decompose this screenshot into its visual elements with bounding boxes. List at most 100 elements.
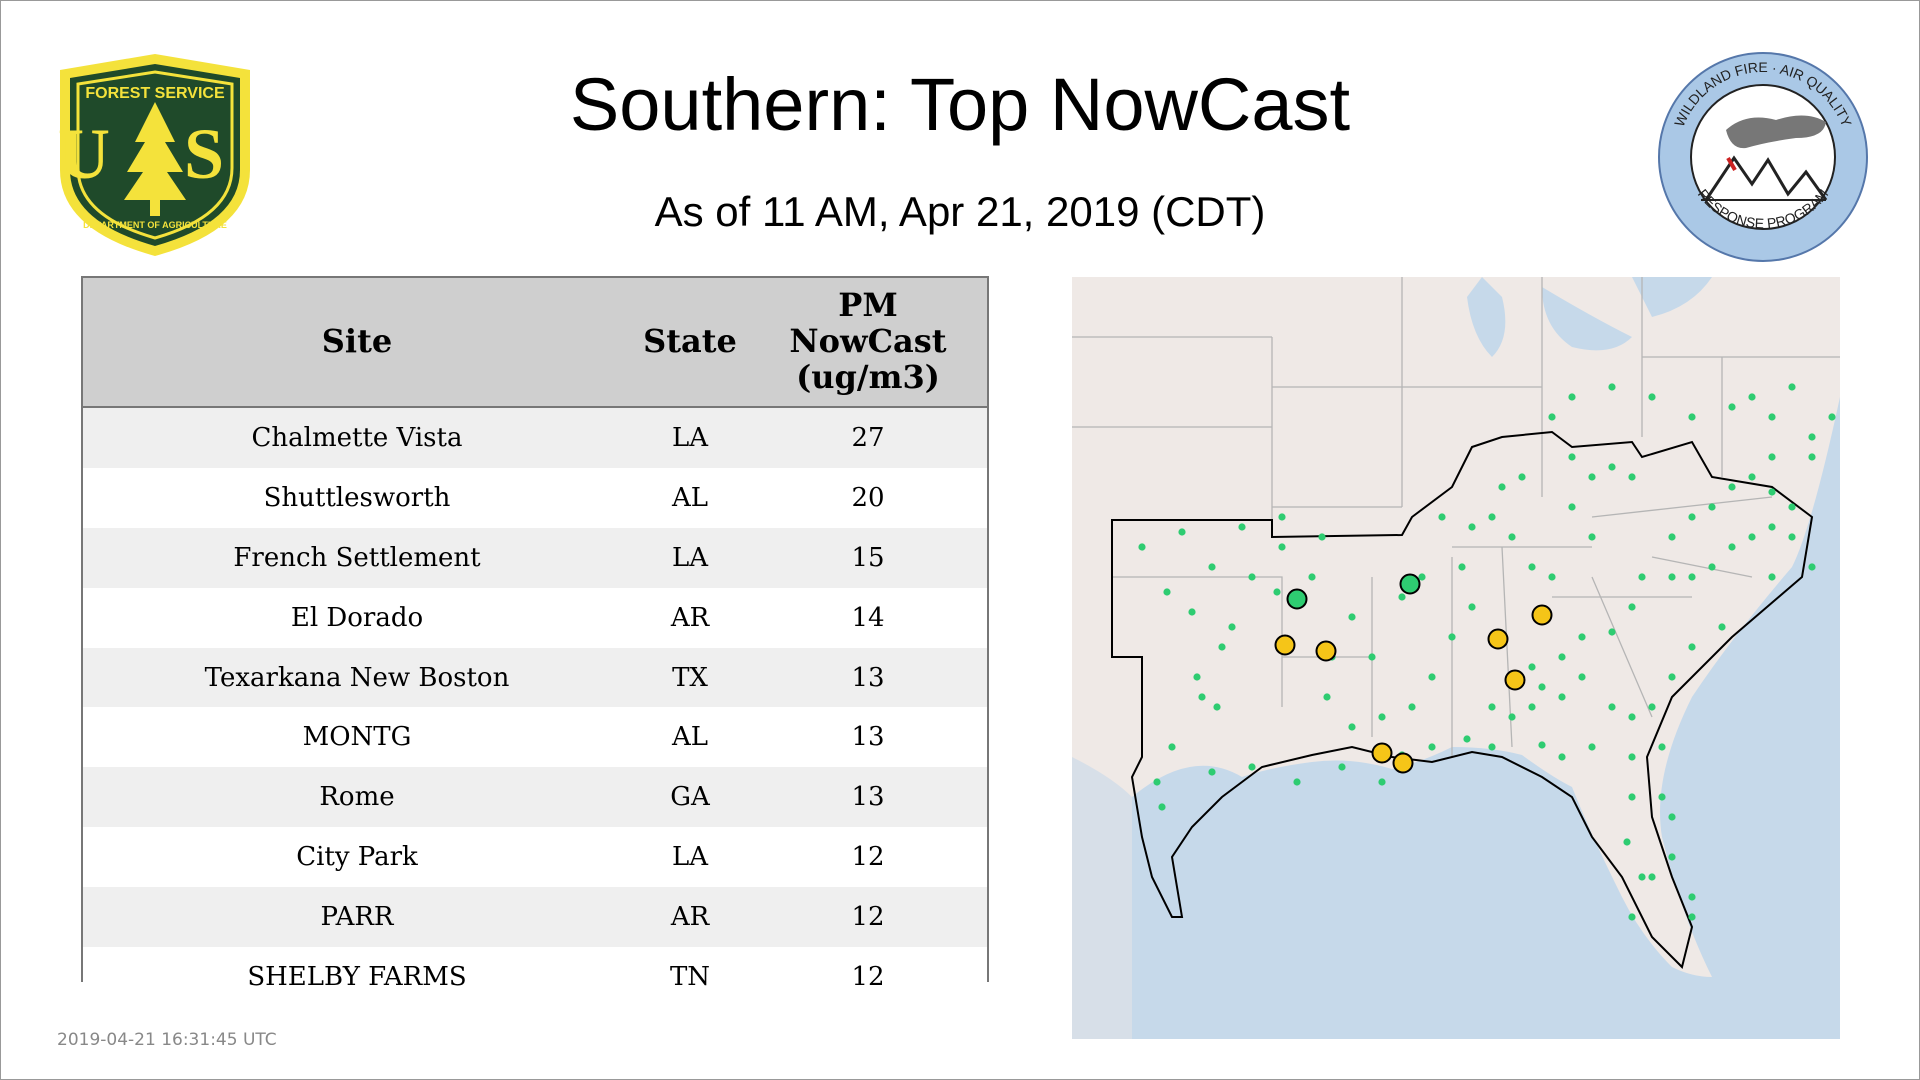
site-cell: City Park [83,827,631,888]
monitor-site-good [1588,533,1596,541]
monitor-site-good [1248,763,1256,771]
site-cell: Shuttlesworth [83,467,631,528]
monitor-site-good [1538,741,1546,749]
mountains-icon [1704,155,1828,201]
monitor-site-good [1668,533,1676,541]
monitor-site-good [1768,453,1776,461]
table-row: Shuttlesworth AL 20 [83,467,987,528]
monitor-site-good [1768,573,1776,581]
monitor-site-good [1688,413,1696,421]
monitor-site-good [1638,873,1646,881]
monitor-site-good [1518,473,1526,481]
monitor-site-good [1788,383,1796,391]
monitor-site-highlight [1504,669,1526,691]
monitor-site-good [1338,763,1346,771]
monitor-site-good [1708,503,1716,511]
monitor-site-good [1668,673,1676,681]
monitor-site-good [1508,533,1516,541]
monitor-site-highlight [1487,628,1509,650]
monitor-site-highlight [1392,752,1414,774]
monitor-site-good [1528,663,1536,671]
monitor-site-good [1788,533,1796,541]
monitor-site-good [1208,563,1216,571]
table-row: Texarkana New Boston TX 13 [83,647,987,708]
monitor-site-good [1608,703,1616,711]
monitor-site-highlight [1531,604,1553,626]
monitor-site-good [1318,533,1326,541]
value-cell: 12 [749,887,987,948]
monitor-site-good [1193,673,1201,681]
monitor-site-good [1273,588,1281,596]
monitor-site-good [1648,703,1656,711]
atlantic-ocean [1660,397,1840,1039]
monitor-site-good [1548,413,1556,421]
monitor-site-good [1468,603,1476,611]
monitor-site-good [1488,513,1496,521]
state-cell: AL [631,707,749,768]
forest-service-logo: FOREST SERVICE U S DEPARTMENT OF AGRICUL… [58,54,250,256]
monitor-site-good [1808,563,1816,571]
monitor-site-good [1628,753,1636,761]
nowcast-table: Site State PM NowCast (ug/m3) Chalmette … [81,276,989,1007]
table-row: Chalmette Vista LA 27 [83,407,987,468]
monitor-site-good [1218,643,1226,651]
pine-tree-icon [124,102,186,200]
page-subtitle: As of 11 AM, Apr 21, 2019 (CDT) [654,188,1266,235]
table-row: Rome GA 13 [83,767,987,828]
site-cell: Texarkana New Boston [83,647,631,708]
monitor-site-good [1248,573,1256,581]
monitor-site-good [1688,643,1696,651]
monitor-site-good [1768,488,1776,496]
monitor-site-good [1378,713,1386,721]
table-row: PARR AR 12 [83,887,987,948]
monitor-site-good [1163,588,1171,596]
monitor-site-good [1308,573,1316,581]
monitor-site-good [1548,573,1556,581]
monitor-site-good [1558,653,1566,661]
monitor-site-good [1368,653,1376,661]
state-cell: GA [631,767,749,828]
state-cell: TX [631,647,749,708]
table-header-row: Site State PM NowCast (ug/m3) [83,278,987,408]
monitor-site-good [1508,713,1516,721]
monitor-site-good [1398,593,1406,601]
monitor-site-good [1628,603,1636,611]
monitor-site-good [1378,778,1386,786]
value-cell: 20 [749,467,987,528]
value-cell: 12 [749,827,987,888]
state-cell: LA [631,827,749,888]
site-cell: El Dorado [83,587,631,648]
monitor-site-good [1748,533,1756,541]
monitor-site-good [1213,703,1221,711]
state-cell: AR [631,887,749,948]
table-row: City Park LA 12 [83,827,987,888]
flame-icon [1726,156,1737,172]
monitor-site-good [1608,383,1616,391]
header-state: State [631,278,749,408]
monitor-site-good [1528,563,1536,571]
monitor-site-good [1623,838,1631,846]
wildland-fire-air-quality-logo: WILDLAND FIRE · AIR QUALITY RESPONSE PRO… [1658,52,1868,262]
monitor-site-good [1278,513,1286,521]
monitor-site-good [1728,543,1736,551]
monitor-site-good [1828,413,1836,421]
monitor-site-good [1578,633,1586,641]
monitor-site-good [1228,623,1236,631]
monitor-site-good [1608,463,1616,471]
monitor-site-good [1658,793,1666,801]
state-cell: LA [631,527,749,588]
monitor-site-good [1588,743,1596,751]
timestamp: 2019-04-21 16:31:45 UTC [57,1030,277,1050]
monitor-sites [1138,383,1836,921]
monitor-site-good [1348,613,1356,621]
monitor-site-good [1558,693,1566,701]
monitor-site-good [1648,873,1656,881]
monitor-site-good [1153,778,1161,786]
pacific-gulf-west [1072,757,1132,1039]
monitor-site-good [1168,743,1176,751]
header-site: Site [83,278,631,408]
monitor-site-good [1448,633,1456,641]
site-cell: Rome [83,767,631,828]
monitor-site-good [1728,483,1736,491]
monitor-site-good [1608,628,1616,636]
